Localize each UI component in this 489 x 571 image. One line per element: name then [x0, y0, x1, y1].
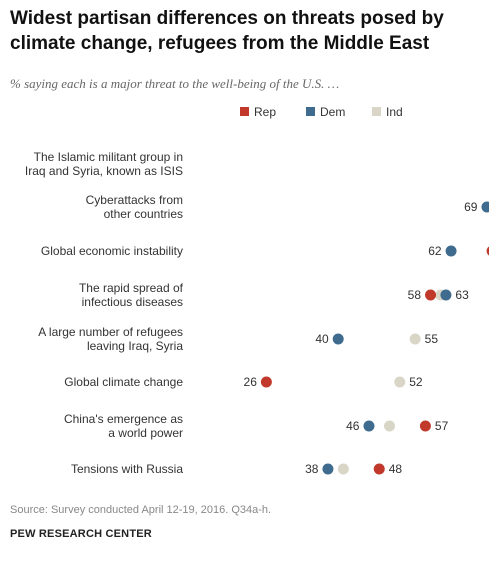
legend-label-ind: Ind	[386, 105, 403, 119]
dot-dem	[322, 463, 334, 475]
value-label: 63	[455, 288, 469, 302]
value-label: 55	[425, 332, 439, 346]
chart-subtitle: % saying each is a major threat to the w…	[10, 76, 340, 91]
legend-swatch-dem	[306, 107, 315, 116]
value-label: 26	[244, 375, 258, 389]
dot-rep	[373, 463, 385, 475]
dot-plot: Rep Dem Ind The Islamic militant group inI…	[25, 105, 489, 476]
dot-rep	[419, 420, 431, 432]
dot-ind	[394, 376, 406, 388]
category-row: Tensions with Russia 38 48	[71, 462, 402, 476]
legend: Rep Dem Ind	[240, 105, 403, 119]
dot-ind	[337, 463, 349, 475]
dot-dem	[363, 420, 375, 432]
dot-ind	[384, 420, 395, 432]
category-row: China's emergence asa world power 46 57	[64, 412, 449, 440]
chart-title: Widest partisan differences on threats p…	[10, 8, 444, 54]
category-row: Global climate change265277	[64, 375, 423, 389]
source-note: Source: Survey conducted April 12-19, 20…	[10, 504, 272, 516]
dot-rep	[486, 246, 489, 256]
legend-swatch-ind	[372, 107, 381, 116]
category-row: Global economic instability626971	[41, 231, 489, 258]
value-label: 52	[409, 375, 423, 389]
value-label: 58	[408, 288, 422, 302]
dot-dem	[440, 289, 452, 301]
value-label: 46	[346, 419, 360, 433]
dot-dem	[445, 245, 457, 257]
category-label: other countries	[104, 207, 183, 221]
category-label: Iraq and Syria, known as ISIS	[25, 164, 183, 178]
legend-label-dem: Dem	[320, 105, 345, 119]
dot-dem	[481, 201, 489, 213]
category-label: Cyberattacks from	[86, 193, 183, 207]
value-label: 48	[389, 462, 403, 476]
legend-swatch-rep	[240, 107, 249, 116]
dot-dem	[332, 333, 344, 345]
value-label: 69	[464, 200, 478, 214]
category-label: China's emergence as	[64, 412, 183, 426]
credit-line: PEW RESEARCH CENTER	[10, 528, 152, 540]
category-label: Global climate change	[64, 375, 183, 389]
value-label: 57	[435, 419, 449, 433]
category-label: The Islamic militant group in	[34, 150, 183, 164]
category-label: infectious diseases	[82, 295, 183, 309]
category-label: Global economic instability	[41, 244, 183, 258]
value-label: 40	[315, 332, 329, 346]
value-label: 62	[428, 244, 442, 258]
dot-ind	[409, 333, 421, 345]
category-label: Tensions with Russia	[71, 462, 183, 476]
category-label: The rapid spread of	[79, 281, 184, 295]
category-label: a world power	[108, 426, 183, 440]
dot-rep	[425, 289, 437, 301]
dot-rep	[260, 376, 272, 388]
category-label: A large number of refugees	[38, 325, 183, 339]
category-label: leaving Iraq, Syria	[87, 339, 183, 353]
value-label: 38	[305, 462, 319, 476]
legend-label-rep: Rep	[254, 105, 276, 119]
